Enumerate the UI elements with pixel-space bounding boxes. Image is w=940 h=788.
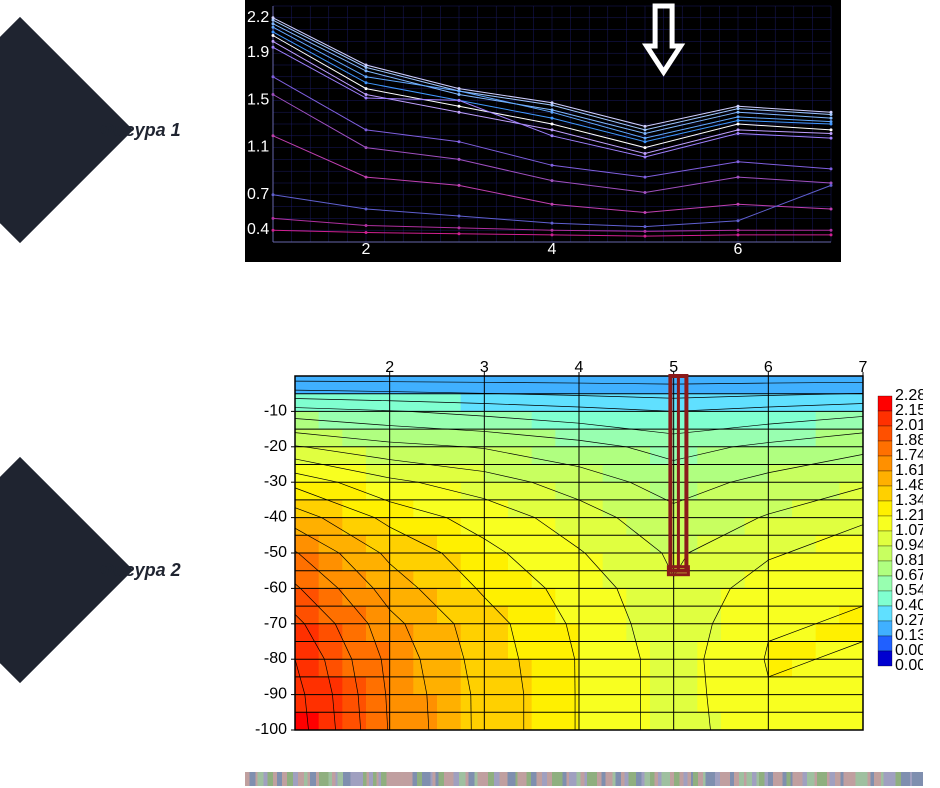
figure-1-label: Фигура 1 <box>100 120 181 141</box>
svg-text:1.9: 1.9 <box>247 44 269 61</box>
svg-text:4: 4 <box>548 241 557 258</box>
noise-strip <box>245 772 923 786</box>
figure-2-label: Фигура 2 <box>100 560 181 581</box>
svg-text:-100: -100 <box>255 721 287 738</box>
svg-text:-50: -50 <box>264 544 287 561</box>
figure-1-line-chart: 2 4 6 0.4 0.7 1.1 1.5 1.9 2.2 <box>245 0 841 262</box>
figure-2-label-pointer: Фигура 2 <box>0 510 220 630</box>
svg-text:-30: -30 <box>264 473 287 490</box>
svg-text:2: 2 <box>362 241 371 258</box>
svg-text:0.00: 0.00 <box>895 657 923 674</box>
svg-text:0.7: 0.7 <box>247 186 269 203</box>
figure-2-contour-heatmap: 234567-10-20-30-40-50-60-70-80-90-1002.2… <box>245 358 923 738</box>
svg-text:-40: -40 <box>264 509 287 526</box>
svg-text:-80: -80 <box>264 650 287 667</box>
figure-1-label-pointer: Фигура 1 <box>0 70 220 190</box>
svg-text:2.2: 2.2 <box>247 9 269 26</box>
svg-text:-10: -10 <box>264 402 287 419</box>
svg-text:0.4: 0.4 <box>247 221 269 238</box>
svg-text:6: 6 <box>734 241 743 258</box>
svg-text:1.1: 1.1 <box>247 139 269 156</box>
svg-text:-60: -60 <box>264 579 287 596</box>
svg-text:-20: -20 <box>264 438 287 455</box>
svg-text:1.5: 1.5 <box>247 91 269 108</box>
svg-text:-90: -90 <box>264 686 287 703</box>
svg-text:-70: -70 <box>264 615 287 632</box>
